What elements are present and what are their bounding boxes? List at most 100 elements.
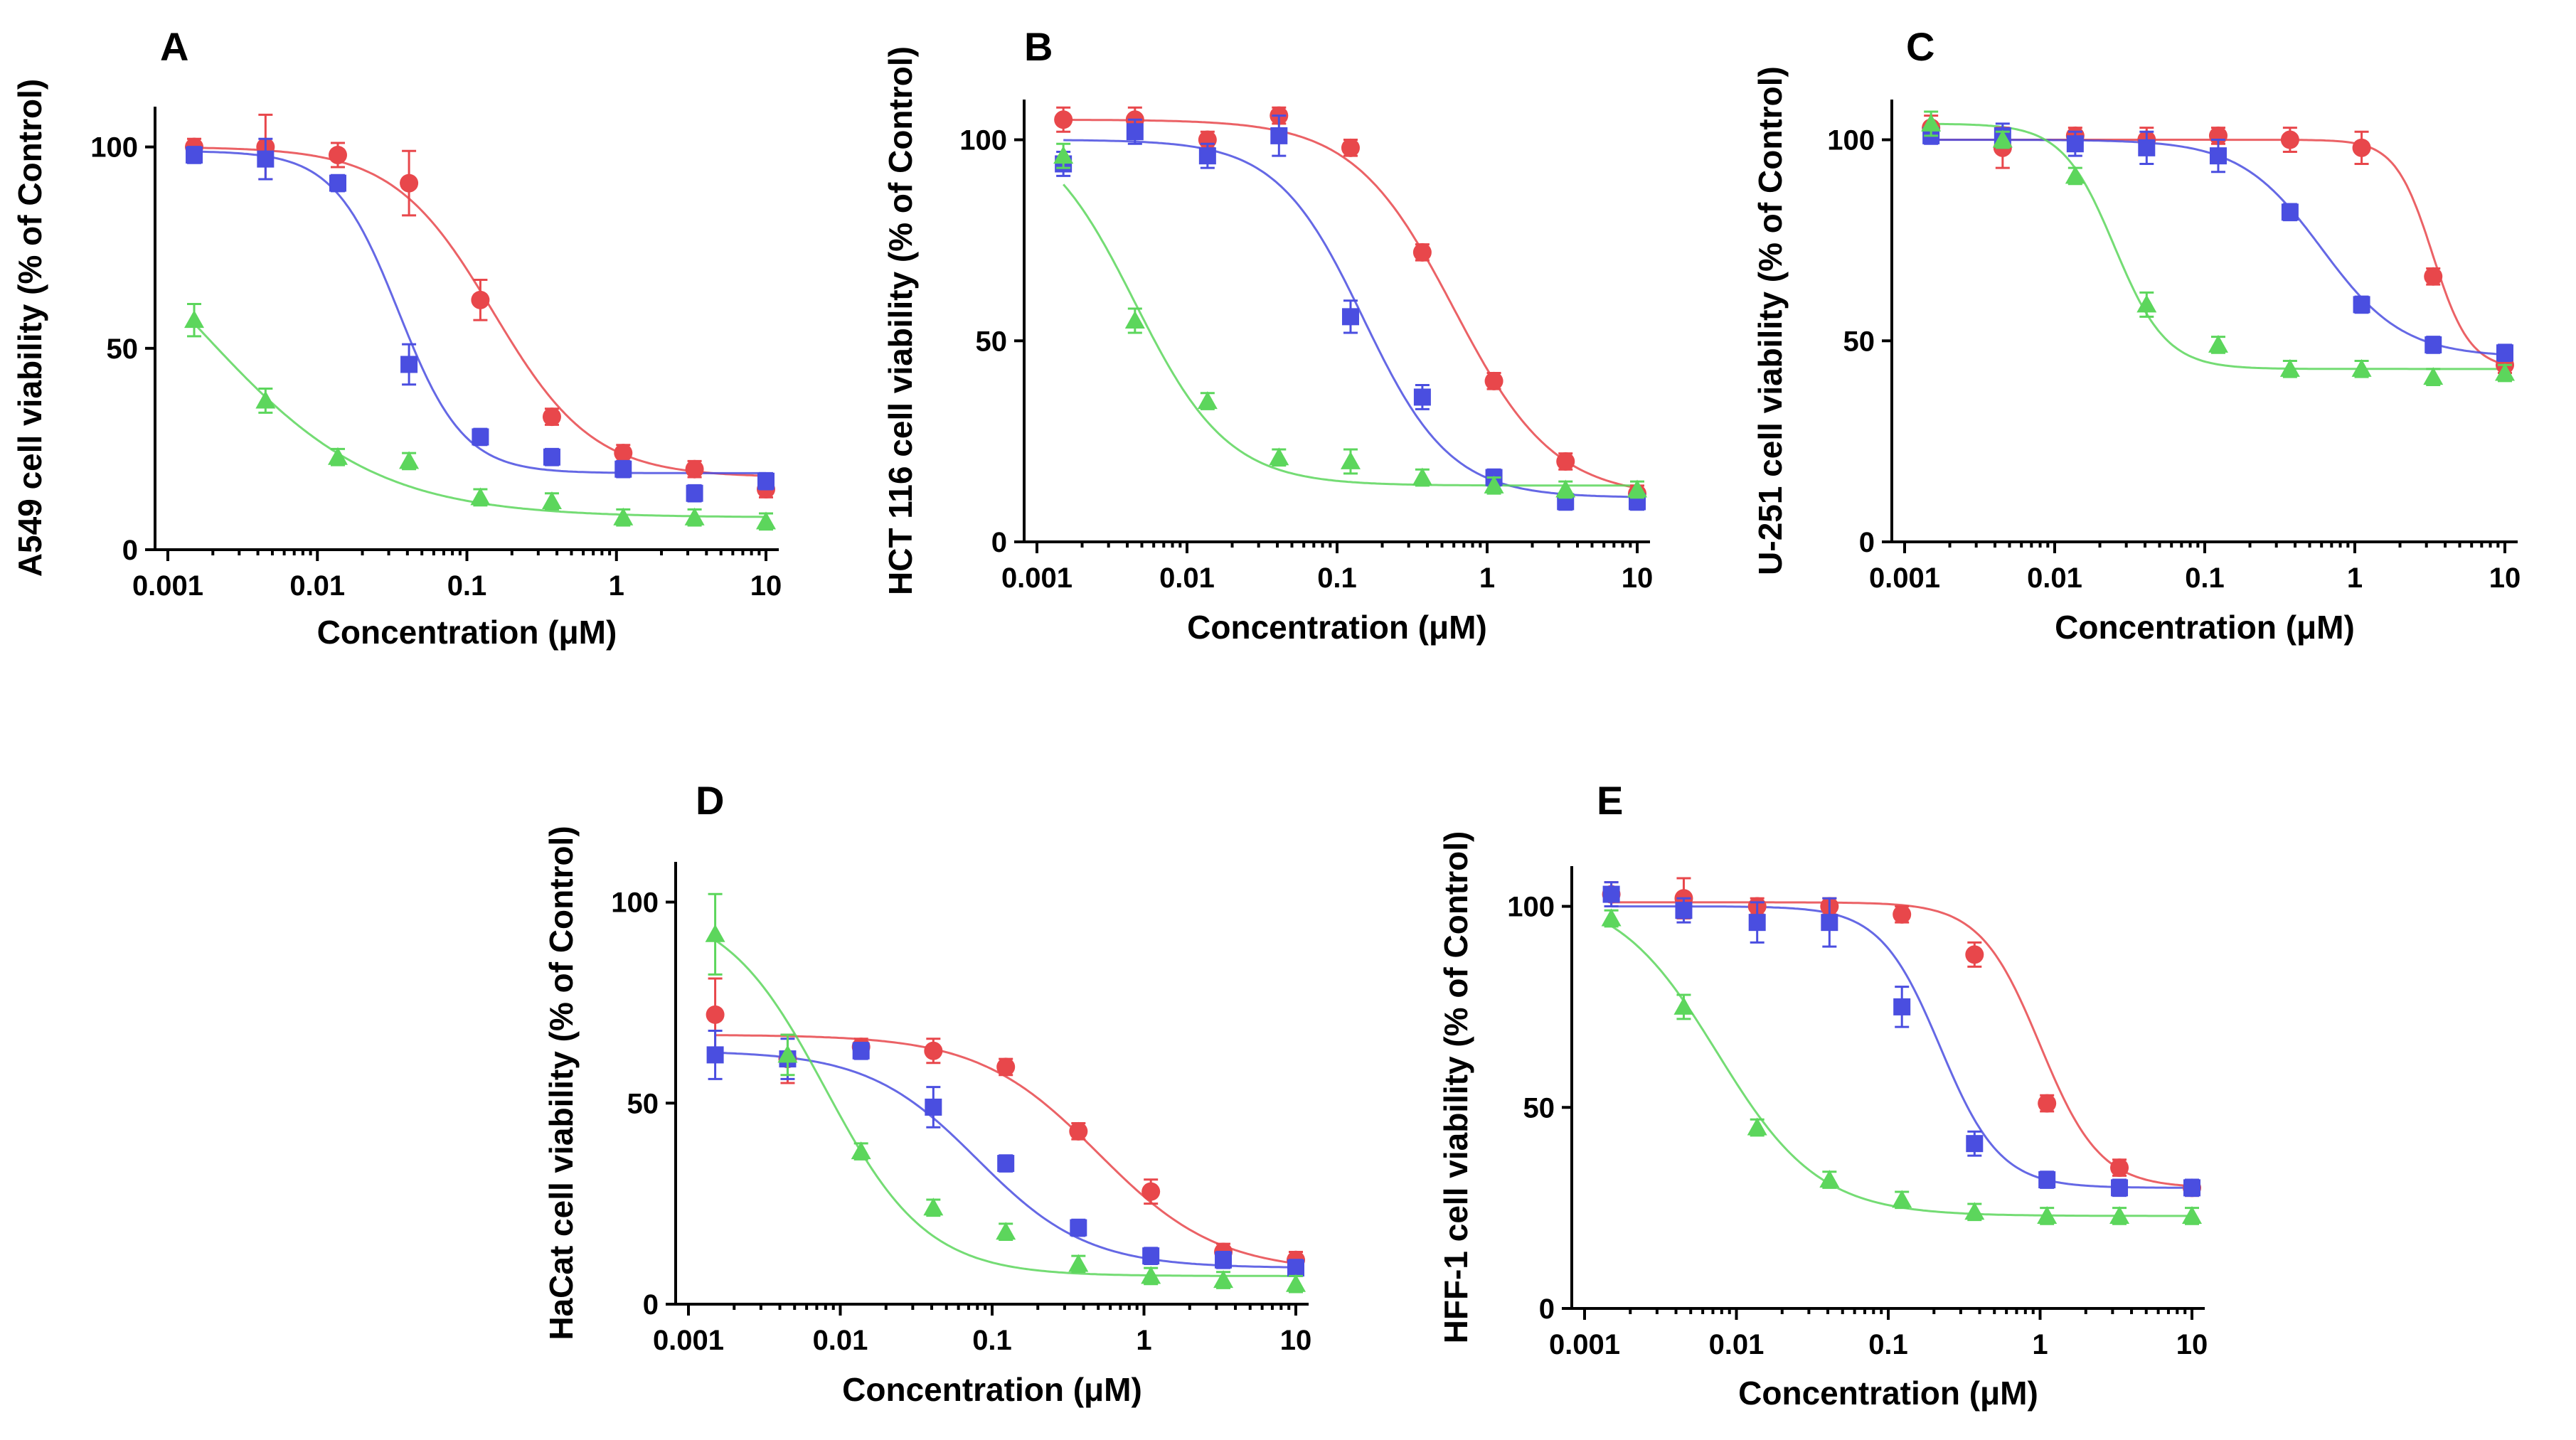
panel-letter: D [696, 778, 724, 823]
y-tick-label: 50 [627, 1088, 659, 1119]
x-axis-title: Concentration (μM) [1738, 1375, 2038, 1412]
data-point-square [1341, 308, 1359, 326]
data-point-triangle [1053, 146, 1074, 164]
data-point-square [472, 428, 489, 446]
data-point-square [257, 150, 275, 168]
data-point-circle [2352, 138, 2371, 157]
x-tick-label: 0.01 [2027, 562, 2082, 594]
data-point-square [2066, 135, 2084, 153]
x-tick-label: 0.1 [1868, 1329, 1908, 1360]
fit-curve-square [1611, 905, 2192, 1189]
data-point-triangle [2182, 1205, 2202, 1224]
x-axis-title: Concentration (μM) [2055, 609, 2355, 646]
data-point-triangle [2423, 367, 2444, 385]
y-tick-label: 0 [991, 527, 1007, 558]
data-point-circle [614, 444, 633, 463]
data-point-circle [2280, 130, 2299, 149]
y-axis-title: HaCat cell viability (% of Control) [543, 826, 580, 1340]
data-point-triangle [1068, 1254, 1089, 1272]
data-point-triangle [777, 1045, 798, 1063]
y-tick-label: 0 [1859, 527, 1875, 558]
y-axis-title: A549 cell viability (% of Control) [11, 79, 48, 577]
data-point-circle [1484, 371, 1503, 390]
data-point-square [1215, 1251, 1233, 1269]
data-point-circle [706, 1005, 725, 1024]
data-point-triangle [923, 1198, 944, 1216]
data-point-circle [471, 290, 490, 309]
data-point-triangle [1627, 479, 1647, 498]
y-tick-label: 0 [122, 535, 138, 566]
data-point-triangle [1673, 996, 1694, 1015]
data-point-triangle [470, 487, 491, 506]
data-point-square [2281, 203, 2299, 221]
panel-letter: E [1597, 778, 1623, 823]
data-point-triangle [184, 310, 205, 329]
x-tick-label: 10 [750, 570, 782, 602]
data-point-square [2353, 296, 2370, 314]
data-point-circle [1412, 242, 1432, 262]
data-point-triangle [1819, 1170, 1840, 1188]
data-point-triangle [705, 924, 725, 942]
y-axis-title: HFF-1 cell viability (% of Control) [1437, 831, 1474, 1344]
data-point-square [1287, 1259, 1304, 1277]
x-axis-title: Concentration (μM) [317, 614, 617, 651]
data-point-circle [1341, 138, 1360, 157]
fit-curve-circle [1611, 901, 2193, 1188]
x-tick-label: 1 [1479, 562, 1495, 594]
panel-C: C 0 50 100 0.001 0.01 0.1 1 10 Concentration (μM)… [1752, 24, 2521, 646]
panel-B: B 0 50 100 0.001 0.01 0.1 1 10 Concentration (μM)… [882, 24, 1653, 646]
x-tick-label: 0.001 [132, 570, 203, 602]
data-point-triangle [1213, 1270, 1234, 1289]
data-point-triangle [2065, 166, 2085, 184]
x-tick-label: 0.01 [1709, 1329, 1765, 1360]
panel-letter: B [1024, 24, 1053, 69]
data-point-triangle [2279, 358, 2300, 377]
data-point-triangle [1992, 129, 2013, 148]
data-point-square [1126, 123, 1144, 141]
data-point-triangle [2208, 334, 2228, 353]
data-point-square [757, 472, 775, 490]
x-tick-label: 1 [609, 570, 624, 602]
x-tick-label: 0.001 [1001, 562, 1073, 594]
data-point-circle [2110, 1158, 2129, 1178]
y-axis-title: HCT 116 cell viability (% of Control) [882, 46, 919, 595]
data-point-triangle [255, 390, 276, 409]
data-point-square [543, 448, 560, 466]
data-point-square [186, 146, 203, 164]
x-tick-label: 0.01 [813, 1325, 868, 1356]
data-point-square [2138, 139, 2156, 156]
y-tick-label: 100 [1827, 125, 1875, 156]
y-tick-label: 50 [1523, 1092, 1555, 1124]
data-point-circle [924, 1041, 943, 1060]
data-point-triangle [756, 511, 776, 530]
fit-curve-square [715, 1051, 1297, 1269]
x-tick-label: 1 [1136, 1325, 1151, 1356]
x-tick-label: 0.001 [1869, 562, 1940, 594]
data-point-triangle [1601, 908, 1622, 927]
data-point-triangle [2351, 358, 2372, 377]
data-point-triangle [1921, 113, 1942, 132]
data-point-circle [1069, 1121, 1088, 1141]
y-tick-label: 100 [90, 132, 138, 164]
data-point-square [1966, 1135, 1984, 1153]
x-tick-label: 10 [1280, 1325, 1312, 1356]
data-point-triangle [541, 491, 562, 510]
data-point-square [1675, 902, 1693, 919]
data-point-triangle [1892, 1190, 1912, 1208]
x-tick-label: 0.001 [653, 1325, 724, 1356]
y-tick-label: 100 [959, 125, 1007, 156]
data-point-square [1413, 388, 1431, 406]
x-tick-label: 0.01 [289, 570, 345, 602]
data-point-triangle [1340, 451, 1361, 469]
fit-curve-square [193, 150, 766, 474]
data-point-triangle [1286, 1274, 1306, 1292]
y-tick-label: 100 [1507, 892, 1555, 923]
data-point-circle [2038, 1094, 2057, 1113]
data-point-square [2209, 147, 2227, 165]
data-point-triangle [1197, 391, 1218, 410]
y-tick-label: 0 [643, 1289, 659, 1321]
data-point-square [1142, 1247, 1160, 1265]
fit-curve-triangle [714, 939, 1296, 1277]
x-tick-label: 0.1 [2185, 562, 2225, 594]
